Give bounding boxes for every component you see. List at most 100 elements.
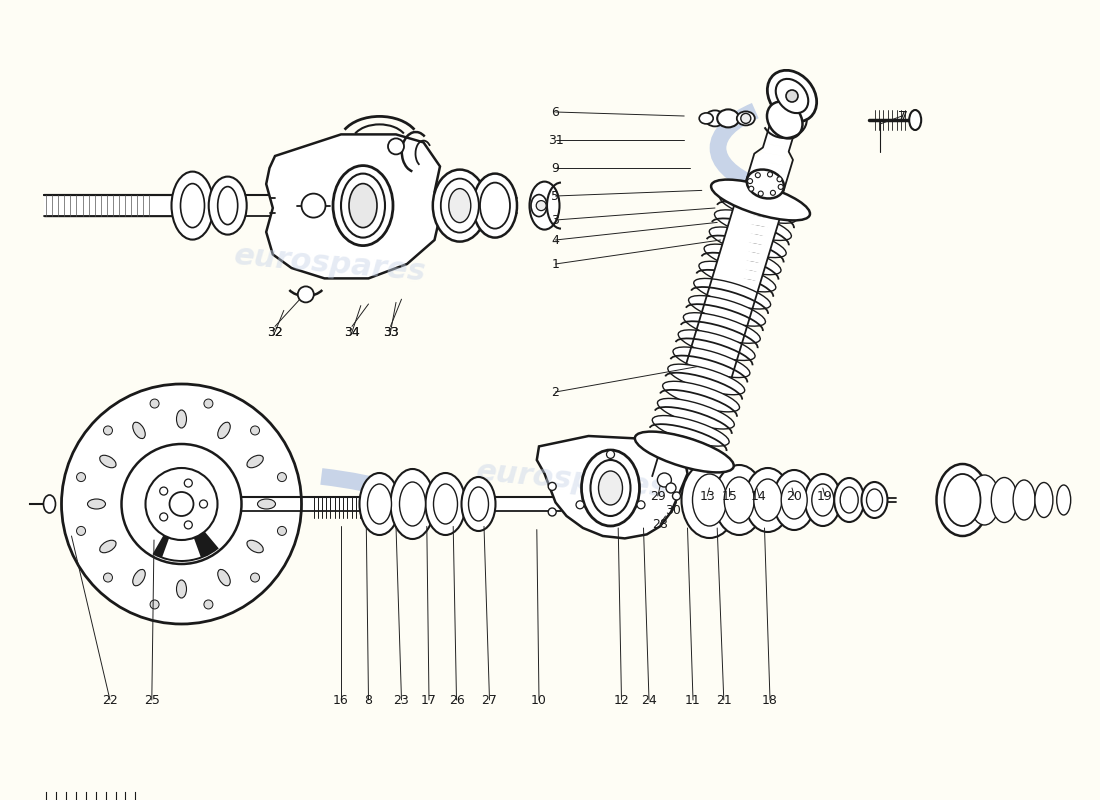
Polygon shape bbox=[654, 458, 705, 475]
Text: 18: 18 bbox=[762, 694, 778, 706]
Polygon shape bbox=[727, 221, 777, 238]
Ellipse shape bbox=[218, 570, 230, 586]
Circle shape bbox=[199, 500, 208, 508]
Text: 29: 29 bbox=[650, 490, 666, 502]
Wedge shape bbox=[153, 504, 219, 562]
Ellipse shape bbox=[683, 313, 760, 343]
Circle shape bbox=[548, 508, 557, 516]
Circle shape bbox=[77, 473, 86, 482]
Text: 32: 32 bbox=[267, 326, 283, 338]
Circle shape bbox=[637, 501, 645, 509]
Ellipse shape bbox=[209, 177, 246, 234]
Circle shape bbox=[251, 426, 260, 435]
Ellipse shape bbox=[480, 182, 510, 229]
Ellipse shape bbox=[133, 422, 145, 438]
Ellipse shape bbox=[426, 473, 465, 535]
Ellipse shape bbox=[754, 479, 782, 521]
Polygon shape bbox=[745, 178, 785, 193]
Polygon shape bbox=[716, 256, 766, 273]
Ellipse shape bbox=[704, 244, 781, 274]
Ellipse shape bbox=[176, 580, 187, 598]
Polygon shape bbox=[735, 194, 784, 211]
Text: 24: 24 bbox=[641, 694, 657, 706]
Ellipse shape bbox=[867, 489, 882, 511]
Text: 34: 34 bbox=[344, 326, 360, 338]
Ellipse shape bbox=[635, 431, 734, 473]
Text: 31: 31 bbox=[548, 134, 563, 146]
Ellipse shape bbox=[88, 499, 106, 509]
Circle shape bbox=[388, 138, 404, 154]
Text: 30: 30 bbox=[666, 504, 681, 517]
Ellipse shape bbox=[673, 347, 750, 378]
Circle shape bbox=[160, 487, 167, 495]
Polygon shape bbox=[761, 143, 790, 157]
Text: 33: 33 bbox=[383, 326, 398, 338]
Text: 5: 5 bbox=[551, 190, 560, 202]
Ellipse shape bbox=[719, 193, 796, 223]
Polygon shape bbox=[764, 134, 792, 148]
Polygon shape bbox=[703, 300, 752, 317]
Ellipse shape bbox=[715, 210, 791, 241]
Circle shape bbox=[169, 492, 194, 516]
Ellipse shape bbox=[257, 499, 275, 509]
Polygon shape bbox=[724, 230, 774, 246]
Text: eurospares: eurospares bbox=[233, 241, 427, 287]
Ellipse shape bbox=[441, 178, 478, 233]
Circle shape bbox=[740, 114, 751, 123]
Text: 2: 2 bbox=[551, 386, 560, 398]
Text: 33: 33 bbox=[383, 326, 398, 338]
Ellipse shape bbox=[473, 174, 517, 238]
Circle shape bbox=[778, 184, 783, 190]
Circle shape bbox=[748, 178, 752, 184]
Text: 17: 17 bbox=[421, 694, 437, 706]
Text: 16: 16 bbox=[333, 694, 349, 706]
Ellipse shape bbox=[246, 540, 263, 553]
Circle shape bbox=[536, 201, 547, 210]
Ellipse shape bbox=[861, 482, 888, 518]
Text: 4: 4 bbox=[551, 234, 560, 246]
Polygon shape bbox=[654, 376, 702, 444]
Ellipse shape bbox=[679, 330, 755, 361]
Polygon shape bbox=[705, 291, 756, 308]
Polygon shape bbox=[537, 436, 688, 538]
Circle shape bbox=[298, 286, 314, 302]
Circle shape bbox=[672, 492, 681, 500]
Ellipse shape bbox=[647, 433, 724, 463]
Ellipse shape bbox=[991, 478, 1018, 522]
Ellipse shape bbox=[668, 364, 745, 394]
Ellipse shape bbox=[747, 170, 784, 198]
Circle shape bbox=[277, 526, 286, 535]
Circle shape bbox=[576, 501, 584, 509]
Circle shape bbox=[150, 600, 160, 609]
Circle shape bbox=[777, 177, 782, 182]
Polygon shape bbox=[695, 326, 745, 343]
Circle shape bbox=[103, 426, 112, 435]
Polygon shape bbox=[711, 274, 761, 290]
Circle shape bbox=[150, 399, 160, 408]
Text: 7: 7 bbox=[900, 110, 908, 122]
Polygon shape bbox=[733, 203, 782, 220]
Ellipse shape bbox=[936, 464, 989, 536]
Ellipse shape bbox=[176, 410, 187, 428]
Polygon shape bbox=[750, 160, 791, 175]
Polygon shape bbox=[737, 186, 784, 202]
Circle shape bbox=[666, 483, 676, 493]
Text: 21: 21 bbox=[716, 694, 732, 706]
Ellipse shape bbox=[717, 110, 739, 127]
Polygon shape bbox=[666, 423, 715, 440]
Ellipse shape bbox=[840, 487, 858, 513]
Ellipse shape bbox=[433, 484, 458, 524]
Ellipse shape bbox=[100, 540, 117, 553]
Text: 22: 22 bbox=[102, 694, 118, 706]
Ellipse shape bbox=[693, 474, 726, 526]
Ellipse shape bbox=[662, 382, 739, 412]
Ellipse shape bbox=[969, 475, 1000, 525]
Text: 14: 14 bbox=[751, 490, 767, 502]
Polygon shape bbox=[692, 335, 742, 352]
Ellipse shape bbox=[658, 398, 735, 429]
Text: 26: 26 bbox=[449, 694, 464, 706]
Ellipse shape bbox=[462, 477, 495, 531]
Ellipse shape bbox=[724, 477, 755, 523]
Text: 9: 9 bbox=[551, 162, 560, 174]
Circle shape bbox=[145, 468, 218, 540]
